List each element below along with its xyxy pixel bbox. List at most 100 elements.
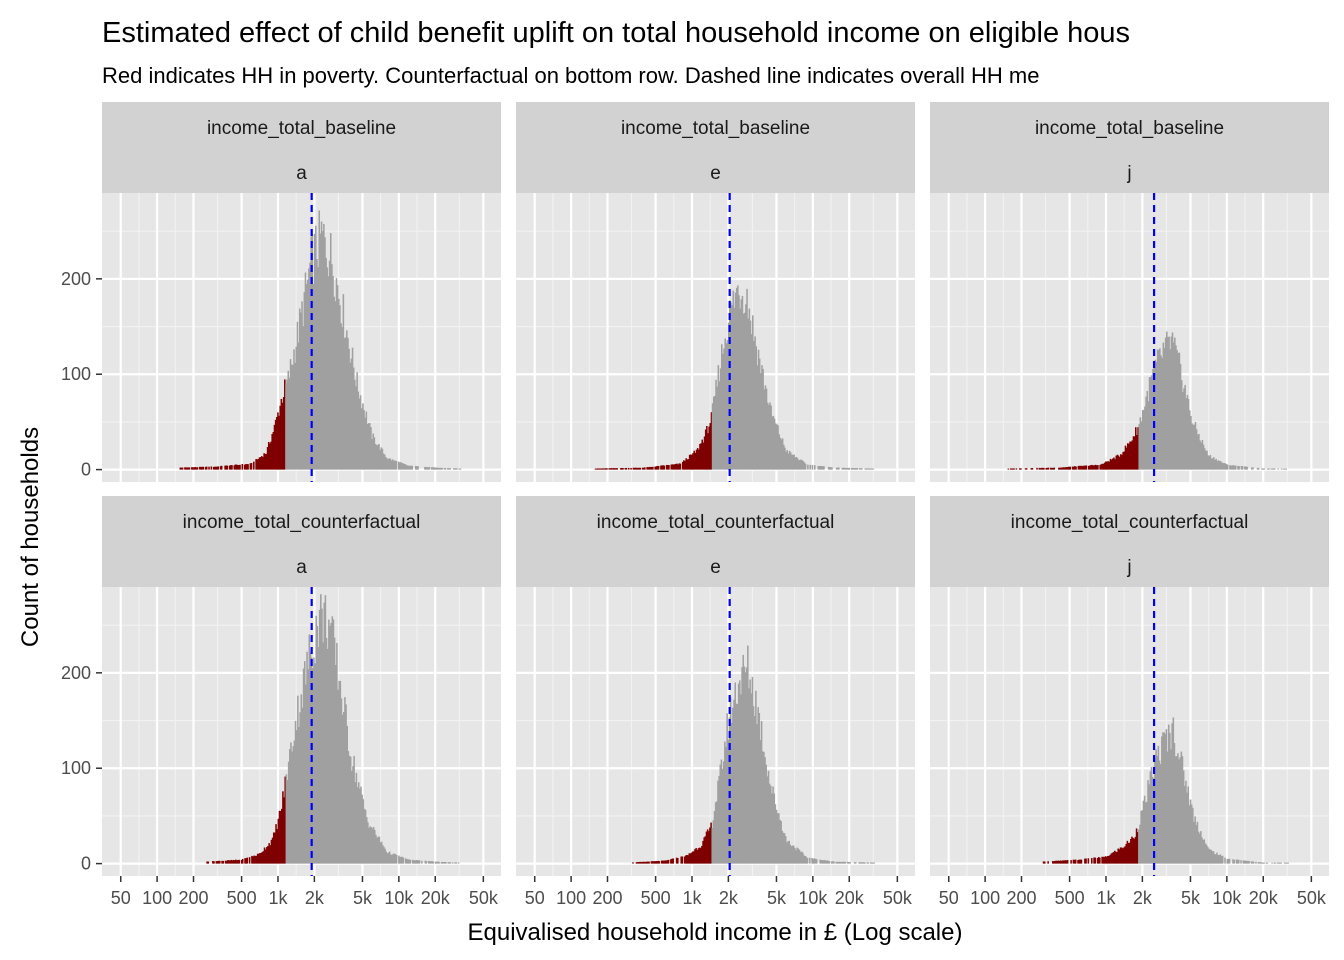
histogram-bar (1285, 862, 1287, 864)
histogram-bar (224, 465, 226, 470)
histogram-bar (1272, 468, 1275, 470)
histogram-bar (724, 338, 726, 470)
histogram-bar (302, 668, 305, 864)
histogram-bar (731, 305, 733, 470)
histogram-bar (425, 466, 427, 470)
histogram-bar (735, 287, 738, 470)
histogram-bar (1200, 831, 1202, 864)
histogram-bar (1177, 352, 1180, 470)
histogram-bar (1062, 860, 1064, 864)
histogram-bar (235, 859, 237, 864)
histogram-bar (778, 434, 780, 470)
histogram-bar (1131, 440, 1134, 470)
histogram-bar (1179, 757, 1181, 864)
histogram-bar (1261, 468, 1263, 470)
x-axis-tick-label: 200 (178, 888, 208, 908)
histogram-bar (1063, 860, 1065, 864)
histogram-bar (750, 693, 753, 864)
histogram-bar (869, 862, 872, 864)
histogram-bar (751, 676, 754, 864)
histogram-bar (666, 860, 669, 864)
histogram-bar (820, 466, 823, 470)
histogram-bar (1211, 851, 1214, 864)
histogram-bar (1285, 468, 1287, 470)
histogram-bar (411, 465, 414, 470)
histogram-bar (352, 367, 355, 470)
histogram-bar (652, 466, 654, 470)
x-axis-tick-label: 1k (268, 888, 288, 908)
histogram-bar (1112, 852, 1115, 864)
histogram-bar (201, 466, 203, 470)
histogram-bar (247, 464, 249, 470)
histogram-bar (708, 831, 710, 864)
histogram-bar (297, 695, 299, 864)
histogram-bar (215, 466, 217, 470)
histogram-bar (196, 467, 199, 470)
histogram-bar (780, 821, 782, 864)
histogram-bar (780, 439, 783, 470)
histogram-bar (1009, 468, 1012, 470)
histogram-bar (1113, 850, 1116, 864)
histogram-bar (807, 464, 809, 470)
x-axis-tick-label: 50k (469, 888, 499, 908)
histogram-bar (228, 860, 230, 864)
histogram-bar (698, 449, 700, 470)
histogram-bar (312, 283, 315, 470)
histogram-bar (1235, 859, 1238, 864)
histogram-bar (399, 857, 401, 864)
histogram-bar (353, 755, 355, 864)
histogram-bar (688, 853, 691, 864)
histogram-bar (431, 467, 433, 470)
histogram-bar (792, 845, 795, 864)
x-axis-tick-label: 1k (682, 888, 702, 908)
histogram-bar (642, 861, 645, 864)
histogram-bar (246, 857, 249, 864)
histogram-bar (356, 787, 359, 864)
histogram-bar (1141, 410, 1144, 470)
histogram-bar (1105, 856, 1108, 864)
histogram-bar (704, 429, 707, 470)
histogram-bar (331, 264, 333, 470)
histogram-bar (595, 468, 598, 470)
histogram-bar (686, 459, 689, 470)
histogram-bar (1135, 427, 1137, 470)
histogram-bar (1250, 861, 1253, 864)
histogram-bar (1164, 733, 1167, 864)
histogram-bar (1240, 860, 1242, 864)
histogram-bar (395, 854, 398, 864)
histogram-bar (416, 859, 419, 864)
histogram-bar (730, 302, 732, 470)
histogram-bar (740, 299, 743, 470)
facet-strip-label-bottom: e (710, 163, 721, 184)
histogram-bar (1184, 384, 1186, 470)
histogram-bar (447, 468, 449, 470)
histogram-bar (789, 844, 792, 864)
y-axis-tick-label: 200 (61, 269, 91, 289)
histogram-bar (368, 827, 370, 864)
histogram-bar (317, 647, 320, 864)
histogram-bar (390, 460, 393, 470)
histogram-bar (769, 402, 771, 470)
histogram-bar (1146, 801, 1148, 864)
histogram-bar (184, 467, 186, 470)
histogram-bar (791, 454, 793, 470)
histogram-bar (784, 835, 787, 864)
histogram-bar (425, 861, 428, 864)
histogram-bar (827, 860, 829, 864)
histogram-bar (657, 466, 660, 470)
histogram-bar (320, 221, 323, 470)
histogram-bar (336, 285, 339, 470)
histogram-bar (777, 425, 779, 470)
histogram-bar (756, 365, 759, 470)
histogram-bar (745, 304, 747, 470)
histogram-bar (1172, 717, 1175, 864)
histogram-bar (633, 467, 636, 470)
histogram-bar (449, 862, 452, 864)
histogram-bar (1094, 857, 1096, 864)
histogram-bar (276, 417, 278, 470)
histogram-bar (1246, 466, 1248, 470)
histogram-bar (736, 703, 739, 864)
histogram-bar (1284, 468, 1286, 470)
histogram-bar (619, 468, 622, 470)
histogram-bar (1181, 756, 1184, 864)
